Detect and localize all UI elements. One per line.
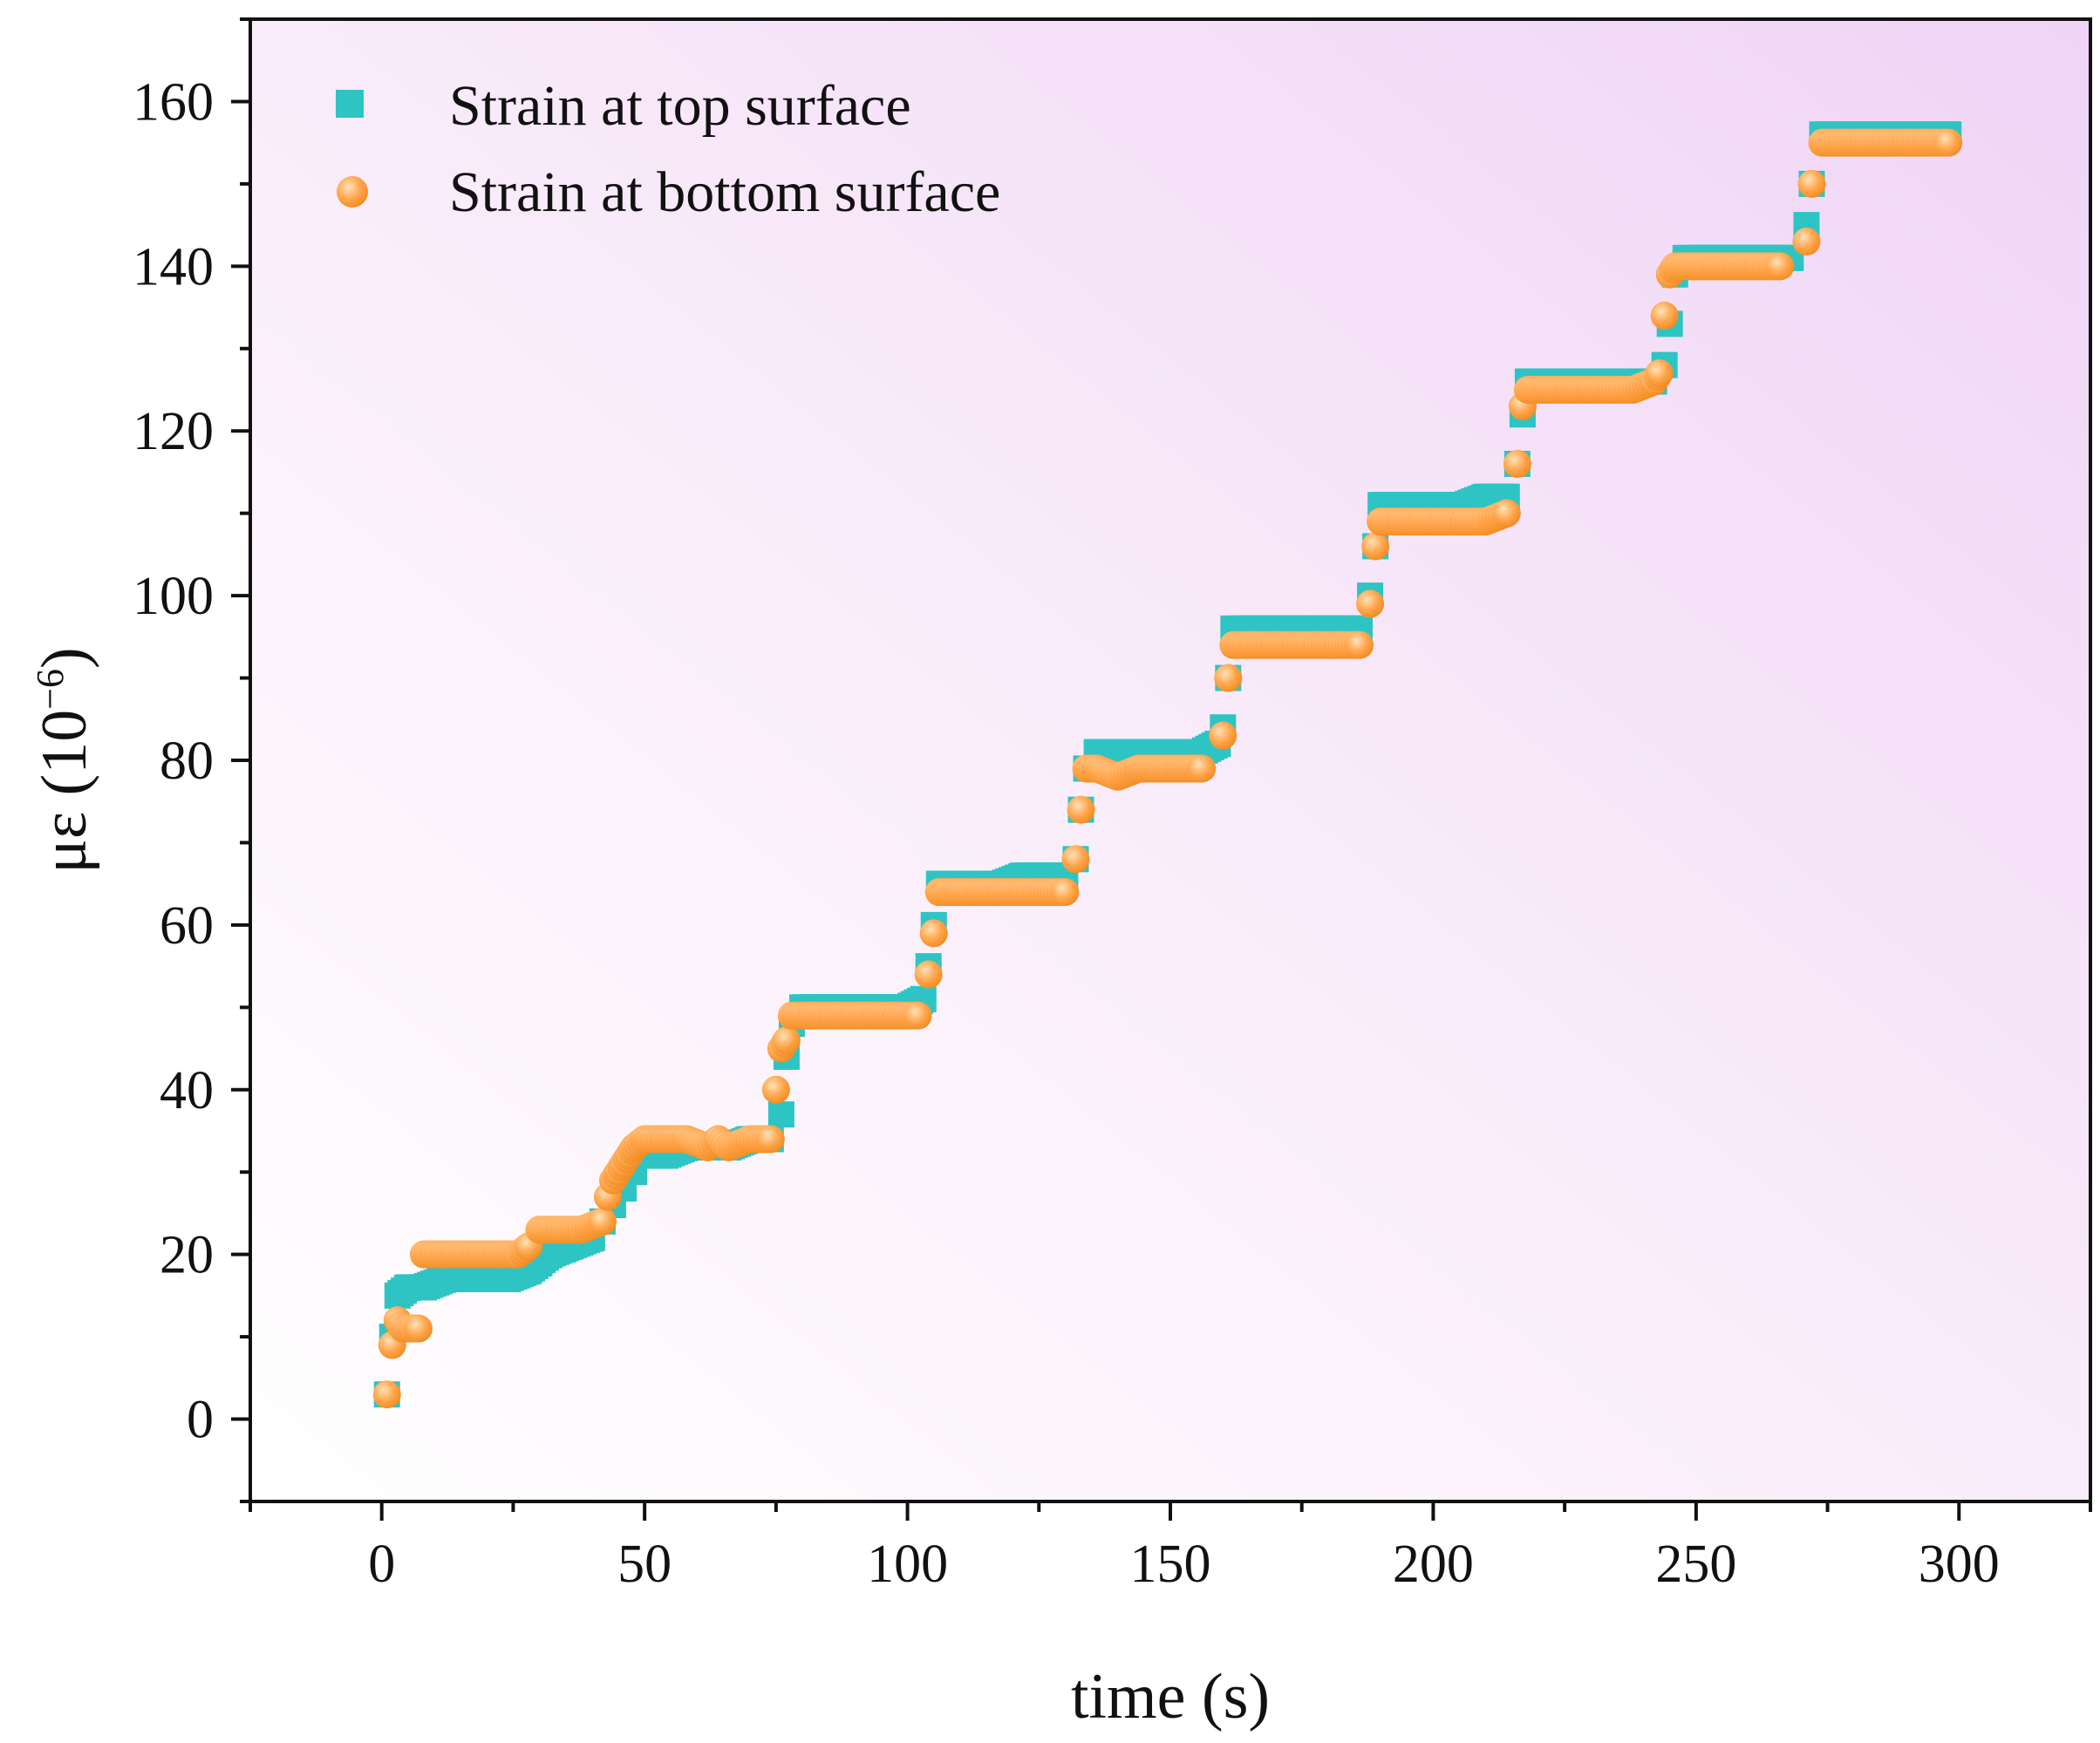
y-axis-title-close: ) — [29, 647, 100, 669]
legend: Strain at top surface Strain at bottom s… — [336, 74, 1000, 224]
data-point-bottom — [1188, 754, 1217, 783]
data-point-bottom — [1492, 499, 1521, 528]
legend-label-top: Strain at top surface — [449, 74, 911, 138]
data-point-bottom — [1361, 532, 1390, 561]
y-tick-label: 100 — [133, 567, 214, 626]
y-tick-label: 160 — [133, 72, 214, 132]
legend-marker-top — [336, 90, 364, 118]
legend-marker-bottom — [337, 176, 368, 208]
x-tick-label: 0 — [368, 1535, 395, 1594]
x-tick-label: 100 — [867, 1535, 948, 1594]
x-tick-label: 300 — [1919, 1535, 2000, 1594]
data-point-bottom — [1356, 589, 1385, 618]
data-point-bottom — [1645, 359, 1674, 388]
series-bottom-markers — [372, 128, 1963, 1409]
data-point-bottom — [1346, 630, 1374, 659]
y-tick-label: 60 — [160, 896, 214, 956]
x-tick-label: 200 — [1393, 1535, 1474, 1594]
data-point-bottom — [1792, 228, 1821, 255]
data-point-bottom — [772, 1026, 801, 1055]
x-tick-label: 50 — [617, 1535, 672, 1594]
axis-ticks — [231, 17, 2092, 1521]
data-point-top — [767, 1101, 794, 1128]
data-point-bottom — [1650, 302, 1679, 330]
data-point-bottom — [1061, 845, 1090, 874]
data-point-bottom — [588, 1207, 617, 1236]
data-point-bottom — [404, 1314, 433, 1343]
data-point-bottom — [1503, 450, 1531, 478]
data-point-bottom — [756, 1125, 785, 1154]
y-tick-label: 140 — [133, 237, 214, 296]
legend-label-bottom: Strain at bottom surface — [449, 160, 1000, 224]
data-point-bottom — [372, 1380, 401, 1409]
data-point-bottom — [1067, 795, 1095, 824]
y-tick-label: 80 — [160, 732, 214, 791]
data-point-bottom — [761, 1075, 790, 1104]
axis-tick-labels: 0 50 100 150 200 250 300 0 20 40 60 80 100 120 140 160 — [133, 72, 2000, 1594]
y-tick-label: 20 — [160, 1226, 214, 1285]
x-tick-label: 250 — [1655, 1535, 1736, 1594]
data-point-bottom — [1766, 252, 1795, 281]
data-point-bottom — [1797, 169, 1826, 198]
y-axis-title-exponent: −6 — [29, 669, 72, 710]
data-point-bottom — [1214, 664, 1243, 692]
x-tick-label: 150 — [1130, 1535, 1211, 1594]
data-point-bottom — [919, 919, 948, 948]
x-axis-title: time (s) — [1071, 1661, 1270, 1733]
y-axis-title: με (10−6) — [29, 647, 100, 873]
data-point-bottom — [914, 960, 943, 989]
data-point-bottom — [1051, 878, 1080, 907]
y-axis-title-main: με (10 — [29, 710, 100, 874]
y-tick-label: 40 — [160, 1061, 214, 1120]
data-point-bottom — [903, 1001, 932, 1030]
y-tick-label: 120 — [133, 402, 214, 461]
data-point-bottom — [1934, 128, 1963, 157]
data-point-bottom — [1209, 721, 1238, 750]
y-tick-label: 0 — [187, 1391, 214, 1450]
